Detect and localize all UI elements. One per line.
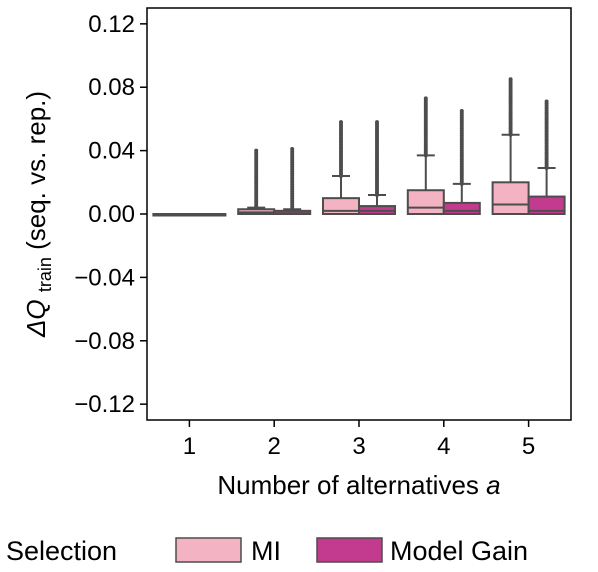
box-body [527, 195, 566, 215]
legend: Selection MI Model Gain [6, 536, 528, 566]
x-tick-label: 1 [183, 433, 196, 460]
x-tick-label: 4 [437, 433, 450, 460]
y-tick-label: 0.04 [88, 138, 135, 165]
y-axis: 0.12 0.08 0.04 0.00 −0.04 −0.08 −0.12 [74, 11, 147, 418]
box-model-gain-1 [188, 213, 227, 217]
legend-label-mi: MI [251, 536, 281, 566]
y-tick-label: −0.08 [74, 328, 135, 355]
y-tick-label: 0.00 [88, 201, 135, 228]
box-mi-1 [152, 213, 191, 217]
x-tick-label: 5 [522, 433, 535, 460]
legend-label-model-gain: Model Gain [390, 536, 528, 566]
y-tick-label: 0.08 [88, 74, 135, 101]
y-axis-label-prefix: ΔQ [21, 299, 51, 338]
box-series-group [152, 77, 566, 217]
box-model-gain-4 [442, 109, 481, 216]
box-model-gain-2 [273, 147, 312, 215]
box-body [406, 189, 445, 216]
outlier-point [423, 96, 428, 101]
outlier-point [290, 147, 295, 152]
legend-title: Selection [6, 536, 117, 566]
y-axis-label-subscript: train [35, 257, 55, 292]
x-tick-label: 2 [268, 433, 281, 460]
x-axis-label-variable: a [486, 470, 500, 500]
x-axis-label: Number of alternatives a [217, 470, 500, 500]
y-tick-label: 0.12 [88, 11, 135, 38]
box-body [491, 181, 530, 216]
y-tick-label: −0.04 [74, 264, 135, 291]
x-tick-label: 3 [352, 433, 365, 460]
outlier-point [254, 148, 259, 153]
outlier-point [459, 109, 464, 113]
box-mi-3 [322, 120, 360, 215]
box-body [442, 201, 481, 216]
y-axis-label: ΔQ train (seq. vs. rep.) [21, 91, 57, 338]
x-axis: 1 2 3 4 5 [183, 420, 535, 460]
outlier-point [508, 77, 513, 82]
outlier-point [544, 99, 549, 104]
outlier-point [339, 120, 343, 125]
y-tick-label: −0.12 [74, 391, 135, 418]
y-axis-label-suffix: (seq. vs. rep.) [21, 91, 51, 250]
x-axis-label-text: Number of alternatives [217, 470, 479, 500]
legend-swatch-model-gain [316, 537, 383, 563]
box-mi-4 [406, 96, 445, 216]
box-mi-2 [237, 148, 276, 216]
box-model-gain-3 [358, 120, 396, 215]
box-model-gain-5 [527, 99, 566, 215]
legend-swatch-mi [175, 537, 242, 563]
outlier-point [375, 120, 379, 125]
box-mi-5 [491, 77, 530, 216]
